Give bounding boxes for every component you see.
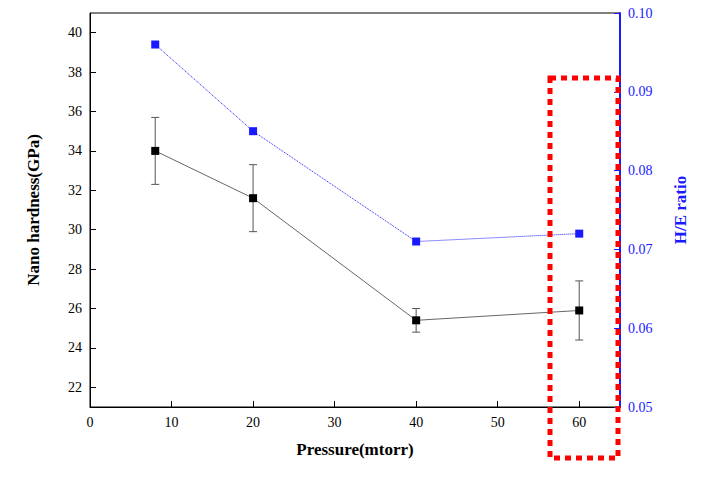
- svg-text:0.05: 0.05: [628, 400, 653, 415]
- svg-text:20: 20: [246, 415, 260, 430]
- svg-text:50: 50: [491, 415, 505, 430]
- svg-text:38: 38: [68, 65, 82, 80]
- svg-text:26: 26: [68, 301, 82, 316]
- svg-text:0.10: 0.10: [628, 6, 653, 21]
- svg-text:0.09: 0.09: [628, 84, 653, 99]
- svg-text:0: 0: [87, 415, 94, 430]
- svg-text:H/E ratio: H/E ratio: [671, 176, 690, 244]
- svg-text:0.07: 0.07: [628, 242, 653, 257]
- svg-text:22: 22: [68, 380, 82, 395]
- svg-text:60: 60: [572, 415, 586, 430]
- svg-text:Nano hardness(GPa): Nano hardness(GPa): [24, 134, 43, 286]
- svg-text:32: 32: [68, 183, 82, 198]
- svg-text:Pressure(mtorr): Pressure(mtorr): [296, 440, 413, 459]
- svg-text:0.08: 0.08: [628, 163, 653, 178]
- svg-text:30: 30: [68, 222, 82, 237]
- svg-text:10: 10: [165, 415, 179, 430]
- svg-text:24: 24: [68, 340, 82, 355]
- svg-text:40: 40: [68, 25, 82, 40]
- svg-text:36: 36: [68, 104, 82, 119]
- svg-text:0.06: 0.06: [628, 321, 653, 336]
- svg-text:28: 28: [68, 262, 82, 277]
- svg-text:30: 30: [328, 415, 342, 430]
- svg-text:40: 40: [409, 415, 423, 430]
- svg-text:34: 34: [68, 143, 82, 158]
